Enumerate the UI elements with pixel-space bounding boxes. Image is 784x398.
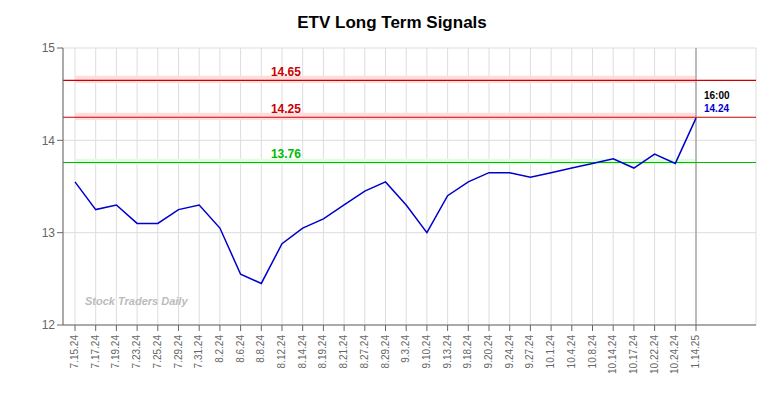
svg-text:14.25: 14.25 [271, 102, 301, 116]
svg-text:8.14.24: 8.14.24 [297, 335, 308, 369]
svg-text:8.12.24: 8.12.24 [276, 335, 287, 369]
svg-text:8.27.24: 8.27.24 [359, 335, 370, 369]
html-text:ETV Long Term Signals: ETV Long Term Signals [297, 13, 487, 32]
svg-text:8.29.24: 8.29.24 [380, 335, 391, 369]
svg-text:7.23.24: 7.23.24 [131, 335, 142, 369]
svg-text:7.25.24: 7.25.24 [152, 335, 163, 369]
svg-text:7.19.24: 7.19.24 [111, 335, 122, 369]
svg-text:15: 15 [42, 41, 56, 55]
svg-text:8.19.24: 8.19.24 [318, 335, 329, 369]
svg-text:9.24.24: 9.24.24 [504, 335, 515, 369]
svg-text:10.4.24: 10.4.24 [566, 335, 577, 369]
svg-text:12: 12 [42, 318, 56, 332]
svg-text:7.17.24: 7.17.24 [90, 335, 101, 369]
html-text:Stock Traders Daily: Stock Traders Daily [85, 295, 188, 307]
svg-text:9.13.24: 9.13.24 [442, 335, 453, 369]
svg-text:14.24: 14.24 [704, 103, 729, 114]
svg-text:16:00: 16:00 [704, 90, 730, 101]
svg-text:10.17.24: 10.17.24 [628, 335, 639, 374]
svg-text:13: 13 [42, 226, 56, 240]
svg-text:7.15.24: 7.15.24 [69, 335, 80, 369]
svg-text:9.20.24: 9.20.24 [483, 335, 494, 369]
svg-text:8.6.24: 8.6.24 [235, 335, 246, 363]
svg-text:10.14.24: 10.14.24 [607, 335, 618, 374]
svg-text:10.8.24: 10.8.24 [587, 335, 598, 369]
svg-text:1.14.25: 1.14.25 [690, 335, 701, 369]
svg-text:9.18.24: 9.18.24 [462, 335, 473, 369]
svg-text:13.76: 13.76 [271, 147, 301, 161]
svg-text:7.31.24: 7.31.24 [193, 335, 204, 369]
svg-text:8.2.24: 8.2.24 [214, 335, 225, 363]
svg-text:14.65: 14.65 [271, 65, 301, 79]
svg-text:7.29.24: 7.29.24 [173, 335, 184, 369]
svg-text:10.22.24: 10.22.24 [649, 335, 660, 374]
svg-text:9.3.24: 9.3.24 [400, 335, 411, 363]
svg-text:8.8.24: 8.8.24 [255, 335, 266, 363]
svg-text:9.27.24: 9.27.24 [525, 335, 536, 369]
svg-text:10.24.24: 10.24.24 [669, 335, 680, 374]
svg-text:9.10.24: 9.10.24 [421, 335, 432, 369]
svg-text:8.21.24: 8.21.24 [338, 335, 349, 369]
svg-text:10.1.24: 10.1.24 [545, 335, 556, 369]
svg-text:14: 14 [42, 134, 56, 148]
